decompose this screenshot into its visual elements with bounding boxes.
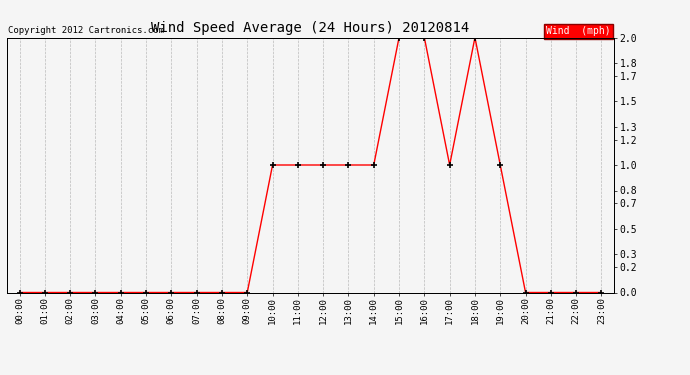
Text: Wind  (mph): Wind (mph) [546,26,611,36]
Text: Copyright 2012 Cartronics.com: Copyright 2012 Cartronics.com [8,26,164,35]
Title: Wind Speed Average (24 Hours) 20120814: Wind Speed Average (24 Hours) 20120814 [151,21,470,35]
